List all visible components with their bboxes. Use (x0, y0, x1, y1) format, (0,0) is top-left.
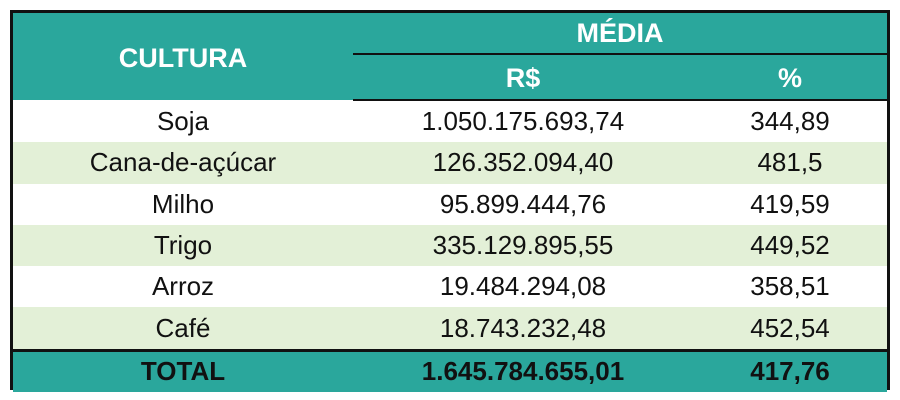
cell-rs: 1.050.175.693,74 (353, 100, 693, 143)
total-pct: 417,76 (693, 348, 887, 392)
cell-pct: 452,54 (693, 307, 887, 351)
total-row: TOTAL 1.645.784.655,01 417,76 (13, 348, 887, 392)
table-row: Milho 95.899.444,76 419,59 (13, 183, 887, 225)
cell-rs: 18.743.232,48 (353, 307, 693, 351)
cell-rs: 95.899.444,76 (353, 183, 693, 225)
cell-pct: 449,52 (693, 224, 887, 267)
cell-cultura: Milho (13, 183, 353, 225)
media-table: CULTURA MÉDIA R$ % Soja 1.050.175.693,74… (13, 13, 887, 392)
data-table-frame: CULTURA MÉDIA R$ % Soja 1.050.175.693,74… (10, 10, 890, 392)
cell-cultura: Trigo (13, 224, 353, 267)
header-row-top: CULTURA MÉDIA (13, 13, 887, 100)
table-row: Trigo 335.129.895,55 449,52 (13, 224, 887, 267)
cell-rs: 126.352.094,40 (353, 142, 693, 184)
cell-cultura: Soja (13, 100, 353, 143)
total-label: TOTAL (13, 348, 353, 392)
table-row: Soja 1.050.175.693,74 344,89 (13, 100, 887, 143)
header-media: MÉDIA (353, 13, 887, 55)
table-row: Arroz 19.484.294,08 358,51 (13, 266, 887, 308)
cell-cultura: Arroz (13, 266, 353, 308)
header-cultura: CULTURA (13, 13, 353, 100)
header-row-sub: R$ % (13, 54, 887, 101)
cell-pct: 358,51 (693, 266, 887, 308)
cell-rs: 19.484.294,08 (353, 266, 693, 308)
cell-rs: 335.129.895,55 (353, 224, 693, 267)
cell-pct: 344,89 (693, 100, 887, 143)
table-row: Cana-de-açúcar 126.352.094,40 481,5 (13, 142, 887, 184)
cell-pct: 481,5 (693, 142, 887, 184)
total-rs: 1.645.784.655,01 (353, 348, 693, 392)
cell-cultura: Café (13, 307, 353, 351)
cell-pct: 419,59 (693, 183, 887, 225)
table-row: Café 18.743.232,48 452,54 (13, 307, 887, 351)
header-rs: R$ (353, 54, 693, 101)
cell-cultura: Cana-de-açúcar (13, 142, 353, 184)
header-pct: % (693, 54, 887, 101)
